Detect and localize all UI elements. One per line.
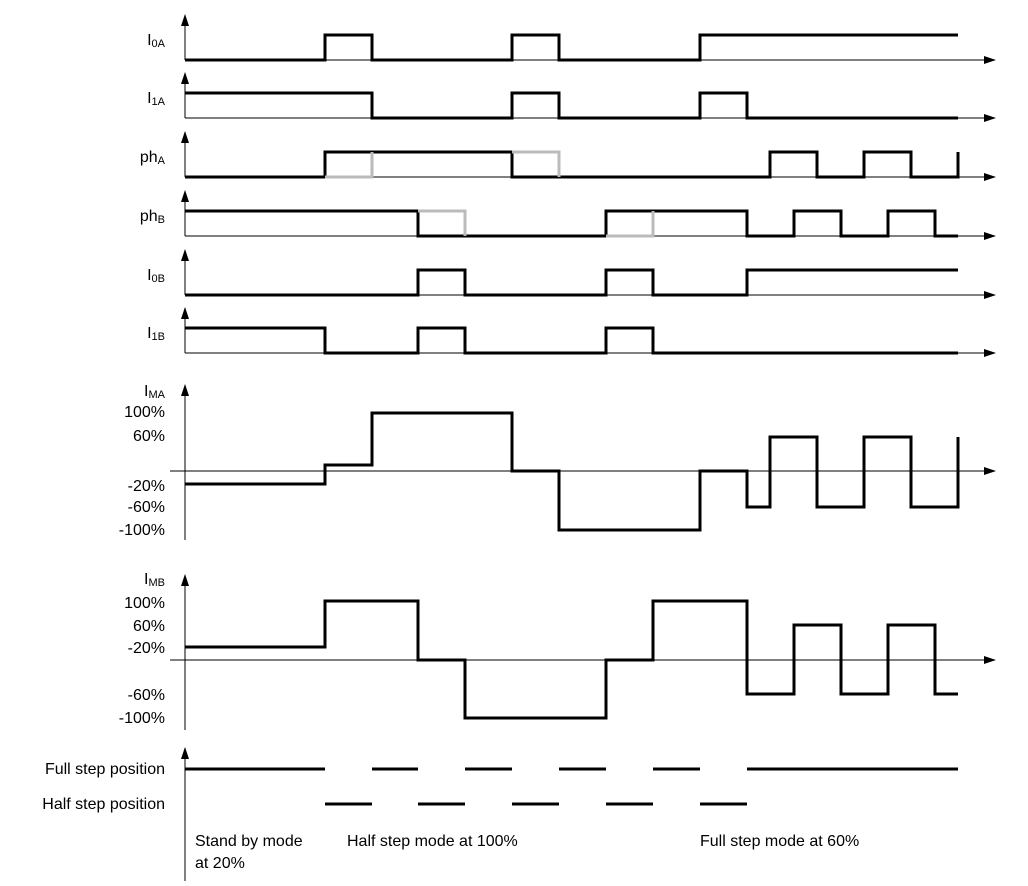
subscript: 1B [152,331,165,343]
alt-edge [418,209,467,236]
subscript: MB [149,577,166,589]
signal-label: IMB [144,571,165,589]
waveform [185,268,958,297]
waveform [185,33,958,62]
signal-label: phB [140,208,165,226]
symbol: ph [140,208,158,225]
symbol: ph [140,149,158,166]
subscript: 0A [152,38,166,50]
symbol: I [147,90,151,107]
subscript: A [158,155,166,167]
alt-edge [512,150,561,177]
symbol: I [144,383,148,400]
subscript: MA [149,389,166,401]
waveform [185,411,960,532]
waveform [185,150,960,179]
subscript: B [158,214,165,226]
alt-edge [325,152,374,179]
signal-label: I0B [147,267,165,285]
symbol: I [147,267,151,284]
level-label: -20% [128,478,165,495]
level-label: 60% [133,618,165,635]
mode-label: Full step mode at 60% [700,833,859,850]
symbol: I [144,571,148,588]
subscript: 1A [152,96,166,108]
signal-label: IMA [144,383,166,401]
level-label: 100% [124,404,165,421]
level-label: 100% [124,595,165,612]
mode-label: Stand by mode [195,833,303,850]
position-label: Full step position [45,761,165,778]
waveform [185,326,958,355]
waveform [185,91,958,120]
mode-label: Half step mode at 100% [347,833,518,850]
signal-label: I1A [147,90,166,108]
signal-label: I1B [147,325,165,343]
waveform [185,599,958,720]
level-label: 60% [133,428,165,445]
symbol: I [147,325,151,342]
level-label: -20% [128,640,165,657]
level-label: -100% [119,710,165,727]
subscript: 0B [152,273,165,285]
symbol: I [147,32,151,49]
mode-label: at 20% [195,855,245,872]
position-label: Half step position [42,796,165,813]
level-label: -60% [128,499,165,516]
alt-edge [606,211,655,238]
level-label: -100% [119,522,165,539]
level-label: -60% [128,687,165,704]
waveform [185,209,958,238]
signal-label: phA [140,149,166,167]
signal-label: I0A [147,32,166,50]
